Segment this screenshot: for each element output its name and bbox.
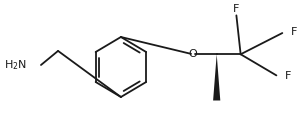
Text: F: F: [285, 71, 292, 81]
Text: F: F: [233, 4, 239, 14]
Text: F: F: [291, 27, 298, 37]
Text: H$_2$N: H$_2$N: [4, 58, 26, 72]
Text: O: O: [188, 49, 197, 59]
Polygon shape: [213, 54, 220, 100]
